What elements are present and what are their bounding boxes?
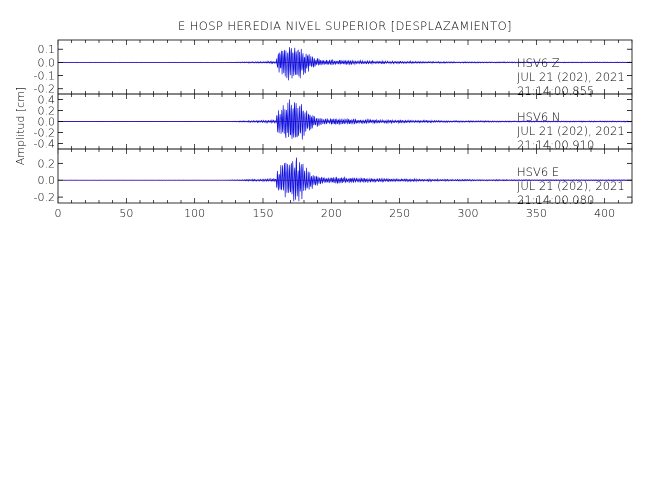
station-info-line: 21:14:00.080 xyxy=(517,193,594,207)
x-tick-label: 250 xyxy=(389,207,410,220)
x-tick-label: 350 xyxy=(526,207,547,220)
y-tick-label: -0.2 xyxy=(34,127,55,140)
x-tick-label: 50 xyxy=(119,207,133,220)
station-info-line: JUL 21 (202), 2021 xyxy=(517,70,625,84)
x-tick-label: 0 xyxy=(55,207,62,220)
x-tick-label: 100 xyxy=(184,207,205,220)
x-tick-label: 150 xyxy=(253,207,274,220)
x-tick-label: 300 xyxy=(458,207,479,220)
station-info-line: HSV6 N xyxy=(517,110,560,124)
x-axis: 0 50 100 150 200 250 300 350 400 xyxy=(55,207,616,220)
y-tick-label: 0.0 xyxy=(38,56,56,69)
station-info-line: JUL 21 (202), 2021 xyxy=(517,179,625,193)
y-tick-label: -0.4 xyxy=(34,138,55,151)
y-axis-label: Amplitud [cm] xyxy=(14,87,27,165)
waveform-trace-e xyxy=(57,157,633,202)
station-info-line: HSV6 E xyxy=(517,165,559,179)
station-info-line: 21:14:00.855 xyxy=(517,84,594,98)
x-tick-label: 400 xyxy=(594,207,615,220)
x-tick-label: 200 xyxy=(321,207,342,220)
y-tick-label: 0.0 xyxy=(38,116,56,129)
waveform-trace-z xyxy=(58,47,632,81)
waveform-trace-n xyxy=(57,99,633,140)
y-tick-label: 0.0 xyxy=(38,174,56,187)
chart-title: E HOSP HEREDIA NIVEL SUPERIOR [DESPLAZAM… xyxy=(178,19,512,33)
y-tick-label: -0.2 xyxy=(34,83,55,96)
y-tick-label: 0.4 xyxy=(38,94,56,107)
station-info-line: JUL 21 (202), 2021 xyxy=(517,124,625,138)
y-tick-label: 0.2 xyxy=(38,157,56,170)
y-tick-label: -0.2 xyxy=(34,191,55,204)
station-info-line: HSV6 Z xyxy=(517,56,560,70)
y-tick-label: 0.2 xyxy=(38,105,56,118)
y-tick-label: 0.1 xyxy=(38,43,56,56)
y-tick-label: -0.1 xyxy=(34,70,55,83)
station-info-line: 21:14:00.910 xyxy=(517,138,594,152)
